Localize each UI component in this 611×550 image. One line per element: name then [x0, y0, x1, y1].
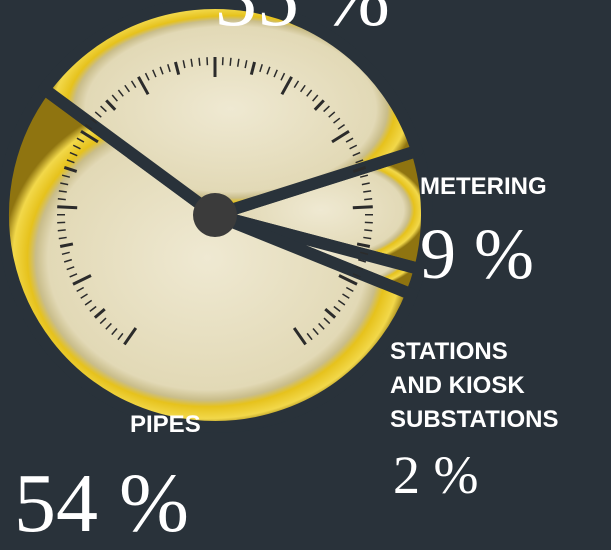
dial-tick [58, 199, 66, 200]
value-label: 2 % [393, 448, 478, 502]
dial-tick [353, 207, 373, 208]
category-label: PIPES [130, 408, 250, 442]
category-label: METERING [420, 170, 611, 204]
dial-tick [57, 207, 77, 208]
value-label: 35 % [215, 0, 390, 40]
dial-tick [230, 58, 231, 66]
category-label: STATIONS AND KIOSK SUBSTATIONS [390, 335, 550, 437]
value-label: 9 % [420, 218, 534, 290]
dial-tick [364, 199, 372, 200]
dial-tick [199, 58, 200, 66]
value-label: 54 % [14, 462, 189, 546]
needle-hub [193, 193, 237, 237]
dial-tick [364, 230, 372, 231]
dial-tick [58, 230, 66, 231]
page: (() => { const data = JSON.parse(documen… [0, 0, 611, 547]
